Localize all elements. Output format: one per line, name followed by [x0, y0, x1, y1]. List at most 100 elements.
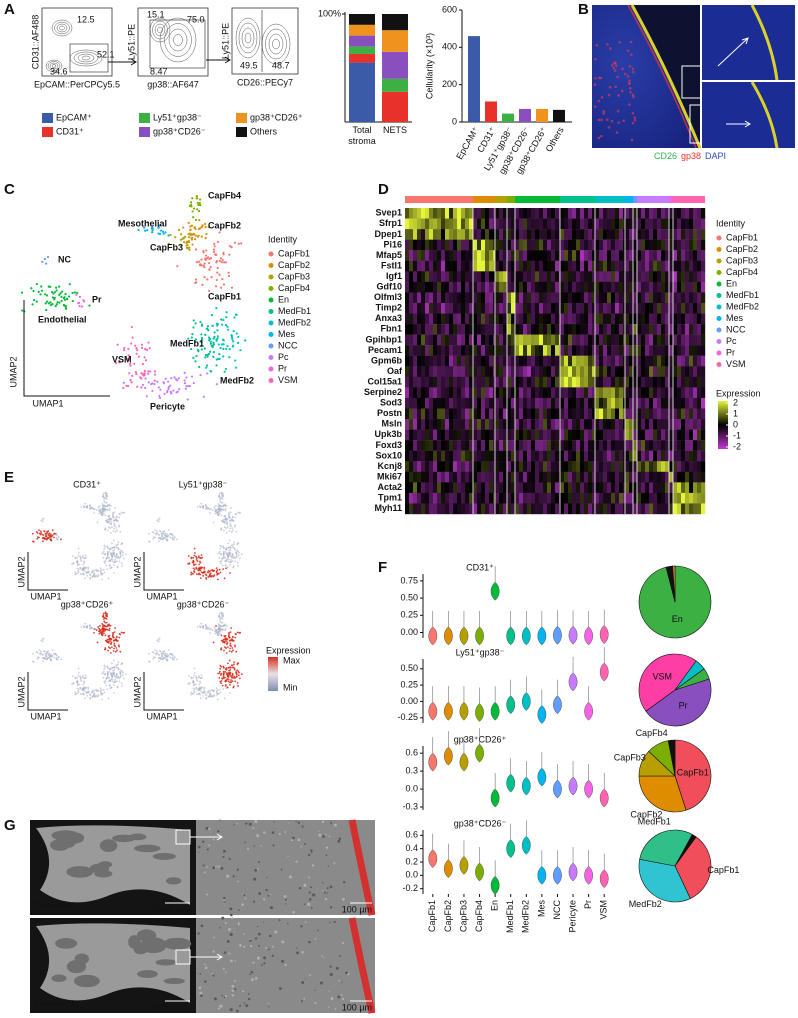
bar-segment: [382, 14, 408, 31]
heat-cell: [539, 313, 544, 325]
heat-cell: [527, 408, 532, 420]
cell: [615, 131, 619, 134]
umap-point: [174, 236, 177, 239]
umap-point: [218, 627, 220, 630]
umap-point: [217, 357, 220, 361]
heat-cell: [543, 397, 548, 409]
legend-dot: [268, 355, 274, 360]
heat-cell: [645, 313, 650, 325]
heat-cell: [584, 503, 589, 515]
heat-cell: [580, 292, 585, 304]
heat-cell: [653, 271, 658, 283]
heat-cell: [669, 345, 674, 356]
contour: [241, 27, 255, 49]
umap-point: [55, 537, 58, 540]
flow-y-label: Ly51::PE: [220, 23, 230, 59]
heat-cell: [701, 440, 706, 451]
umap-point: [21, 309, 24, 312]
legend-label: VSM: [726, 359, 746, 369]
umap-point: [147, 381, 150, 384]
heat-cell: [417, 355, 422, 367]
umap-point: [59, 292, 62, 295]
heat-cell: [535, 366, 540, 378]
gene-label: Gpihbp1: [366, 334, 403, 344]
heat-cell: [543, 408, 548, 420]
heat-cell: [433, 271, 438, 283]
cell: [633, 118, 637, 122]
heat-cell: [641, 313, 646, 325]
umap-point: [222, 283, 226, 286]
umap-point: [200, 626, 202, 628]
umap-point: [122, 386, 125, 390]
heat-cell: [437, 208, 442, 219]
heat-cell: [515, 450, 520, 462]
umap-point: [196, 208, 199, 211]
heat-cell: [457, 461, 462, 472]
heat-cell: [595, 292, 600, 304]
heat-cell: [615, 218, 620, 230]
heat-cell: [551, 239, 556, 251]
heat-cell: [653, 408, 658, 420]
heat-cell: [503, 419, 508, 430]
heat-cell: [535, 397, 540, 409]
legend-label: gp38⁺CD26⁺: [250, 112, 303, 122]
umap-point: [205, 506, 208, 509]
heat-cell: [564, 302, 569, 314]
umap-point: [114, 556, 117, 559]
heat-cell: [645, 324, 650, 335]
umap-point: [228, 530, 231, 532]
heat-cell: [457, 281, 462, 293]
gene-label: Serpine2: [364, 387, 402, 397]
heat-cell: [693, 461, 698, 472]
umap-point: [190, 693, 192, 696]
heat-cell: [657, 313, 662, 325]
heat-cell: [453, 397, 458, 409]
heat-cell: [493, 408, 496, 420]
heat-cell: [405, 260, 410, 272]
heat-cell: [641, 471, 646, 483]
umap-point: [60, 290, 64, 293]
heat-cell: [409, 397, 414, 409]
umap-point: [218, 512, 221, 515]
umap-point: [169, 384, 172, 387]
heat-cell: [511, 440, 516, 451]
heat-cell: [429, 450, 434, 462]
violin: [459, 752, 469, 772]
legend-swatch: [139, 113, 150, 123]
cell: [631, 121, 635, 125]
heat-cell: [689, 292, 694, 304]
umap-point: [105, 557, 108, 560]
umap-point: [233, 676, 235, 679]
heat-cell: [599, 218, 604, 230]
umap-point: [213, 506, 216, 508]
umap-point: [77, 571, 80, 574]
heat-cell: [572, 229, 577, 240]
umap-point: [63, 298, 67, 301]
umap-point: [141, 362, 145, 366]
legend-label: EpCAM⁺: [56, 112, 92, 122]
umap-point: [91, 569, 94, 572]
heat-cell: [531, 471, 536, 483]
umap-point: [234, 560, 237, 563]
umap-point: [32, 540, 34, 543]
legend-dot: [268, 332, 274, 337]
heat-cell: [473, 461, 478, 472]
contour: [235, 17, 261, 59]
heat-cell: [405, 408, 410, 420]
heat-cell: [572, 260, 577, 272]
heat-cell: [572, 355, 577, 367]
heat-cell: [481, 250, 486, 261]
heat-cell: [689, 376, 694, 388]
heat-cell: [649, 408, 654, 420]
violin: [506, 695, 516, 714]
heat-cell: [645, 292, 650, 304]
heat-cell: [681, 366, 686, 378]
heat-cell: [453, 503, 458, 515]
heat-cell: [689, 281, 694, 293]
umap-point: [163, 650, 166, 653]
heat-cell: [641, 292, 646, 304]
heat-cell: [568, 355, 573, 367]
heat-cell: [417, 218, 422, 230]
umap-point: [108, 670, 111, 673]
umap-point: [167, 649, 170, 652]
